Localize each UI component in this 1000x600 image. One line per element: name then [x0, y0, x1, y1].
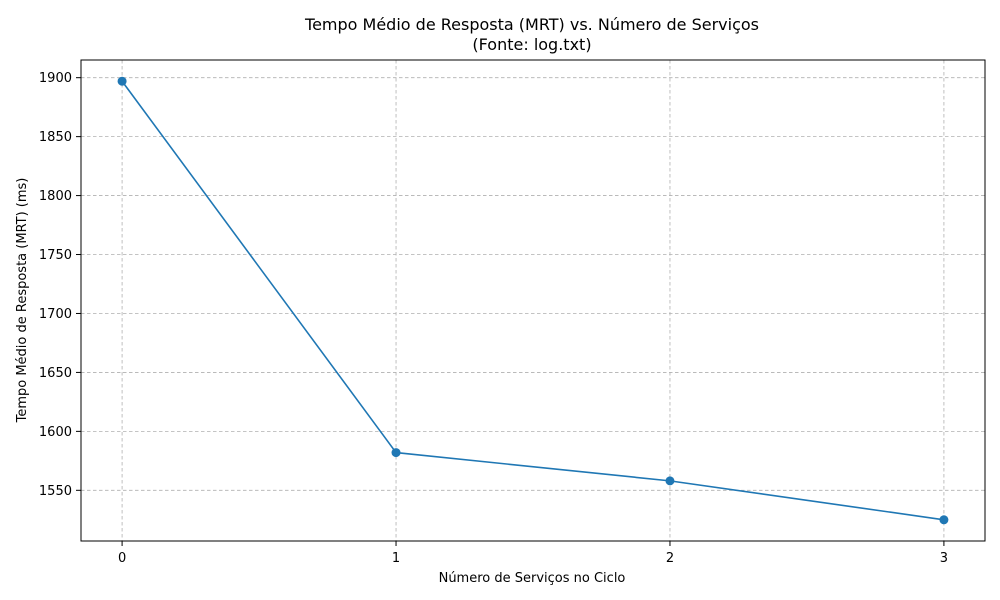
- series-line: [121, 80, 945, 521]
- chart-title: Tempo Médio de Resposta (MRT) vs. Número…: [304, 15, 759, 34]
- y-tick-label: 1700: [39, 307, 72, 322]
- data-point: [665, 476, 675, 486]
- y-tick-label: 1750: [39, 248, 72, 263]
- y-tick-label: 1550: [39, 484, 72, 499]
- y-tick-label: 1850: [39, 130, 72, 145]
- x-tick-label: 2: [666, 551, 674, 566]
- x-tick-label: 0: [118, 551, 126, 566]
- y-axis-ticks: 1550 1600 1650 1700 1750 1800 1850 1900: [39, 71, 81, 499]
- y-axis-label: Tempo Médio de Resposta (MRT) (ms): [15, 178, 30, 424]
- data-point: [117, 76, 127, 86]
- y-tick-label: 1800: [39, 189, 72, 204]
- y-tick-label: 1900: [39, 71, 72, 86]
- x-axis-label: Número de Serviços no Ciclo: [439, 571, 626, 586]
- data-point: [939, 515, 949, 525]
- y-tick-label: 1650: [39, 366, 72, 381]
- plot-area-frame: [80, 59, 986, 542]
- x-tick-label: 1: [392, 551, 400, 566]
- x-axis-ticks: 0 1 2 3: [118, 541, 948, 566]
- chart-subtitle: (Fonte: log.txt): [472, 35, 591, 54]
- x-tick-label: 3: [940, 551, 948, 566]
- series-layer: [117, 76, 949, 525]
- data-point: [391, 448, 401, 458]
- y-tick-label: 1600: [39, 425, 72, 440]
- grid: [81, 60, 985, 541]
